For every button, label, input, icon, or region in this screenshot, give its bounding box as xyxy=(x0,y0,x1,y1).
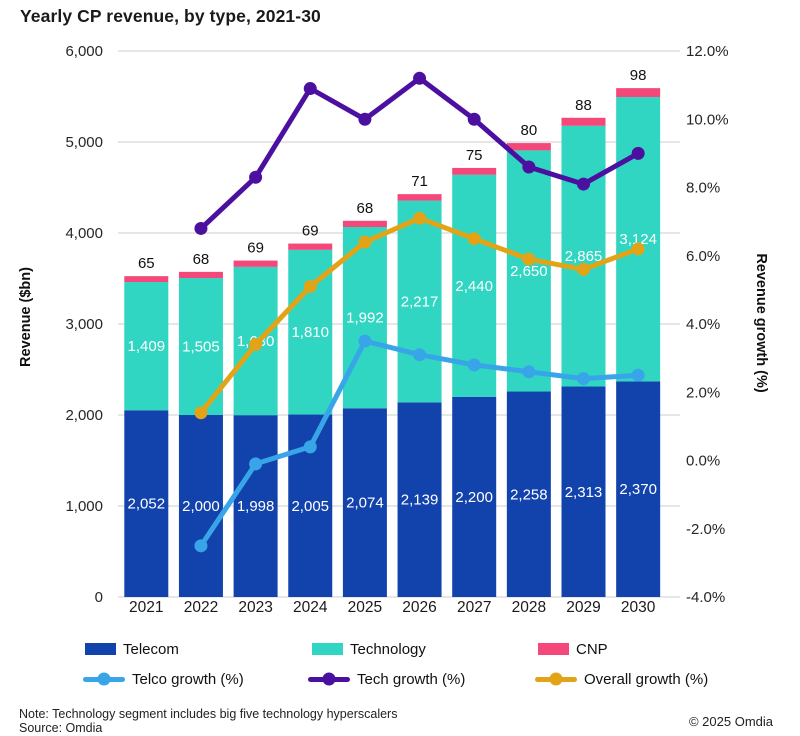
svg-text:1,998: 1,998 xyxy=(237,498,275,515)
svg-text:12.0%: 12.0% xyxy=(686,43,729,60)
svg-text:-2.0%: -2.0% xyxy=(686,521,725,538)
svg-text:68: 68 xyxy=(193,251,210,268)
telecom-swatch-icon xyxy=(85,643,116,655)
legend-item-telco-growth: Telco growth (%) xyxy=(83,670,244,688)
svg-text:98: 98 xyxy=(630,67,647,84)
svg-text:80: 80 xyxy=(521,122,538,139)
svg-text:69: 69 xyxy=(302,223,319,240)
svg-text:2,313: 2,313 xyxy=(565,484,603,501)
svg-text:75: 75 xyxy=(466,147,483,164)
legend-label-cnp: CNP xyxy=(576,640,608,658)
svg-text:-4.0%: -4.0% xyxy=(686,589,725,606)
svg-text:2026: 2026 xyxy=(402,599,436,616)
svg-text:69: 69 xyxy=(247,240,264,257)
footnote: Note: Technology segment includes big fi… xyxy=(19,707,398,721)
copyright-note: © 2025 Omdia xyxy=(688,714,773,729)
legend-item-tech-growth: Tech growth (%) xyxy=(308,670,465,688)
svg-text:Revenue ($bn): Revenue ($bn) xyxy=(18,267,34,367)
svg-text:2028: 2028 xyxy=(512,599,546,616)
svg-text:1,810: 1,810 xyxy=(291,324,329,341)
svg-text:2.0%: 2.0% xyxy=(686,384,720,401)
svg-text:1,409: 1,409 xyxy=(128,338,166,355)
telco-growth-line-icon xyxy=(83,672,125,686)
svg-text:2,000: 2,000 xyxy=(65,407,103,424)
svg-text:2,865: 2,865 xyxy=(565,248,603,265)
chart-title: Yearly CP revenue, by type, 2021-30 xyxy=(20,6,321,26)
legend-item-telecom: Telecom xyxy=(85,640,179,658)
svg-text:8.0%: 8.0% xyxy=(686,180,720,197)
svg-text:1,505: 1,505 xyxy=(182,339,220,356)
legend-label-telco-growth: Telco growth (%) xyxy=(132,670,244,688)
legend-label-overall-growth: Overall growth (%) xyxy=(584,670,709,688)
legend-item-overall-growth: Overall growth (%) xyxy=(535,670,708,688)
legend-item-technology: Technology xyxy=(312,640,426,658)
svg-text:1,992: 1,992 xyxy=(346,310,384,327)
svg-text:68: 68 xyxy=(357,200,374,217)
svg-text:6.0%: 6.0% xyxy=(686,248,720,265)
svg-text:2,005: 2,005 xyxy=(291,498,329,515)
svg-text:2023: 2023 xyxy=(238,599,272,616)
svg-text:10.0%: 10.0% xyxy=(686,111,729,128)
svg-text:2021: 2021 xyxy=(129,599,163,616)
revenue-growth-combo-chart: 0 1,000 2,000 3,000 4,000 5,000 6,000 12.0% 10.0… xyxy=(18,43,769,616)
svg-text:2,217: 2,217 xyxy=(401,293,439,310)
overall-growth-line-icon xyxy=(535,672,577,686)
source-note: Source: Omdia xyxy=(19,721,103,735)
svg-text:0: 0 xyxy=(95,589,103,606)
svg-text:2,052: 2,052 xyxy=(128,496,166,513)
svg-text:2,370: 2,370 xyxy=(619,481,657,498)
svg-text:2029: 2029 xyxy=(566,599,600,616)
svg-text:65: 65 xyxy=(138,255,155,272)
svg-text:2027: 2027 xyxy=(457,599,491,616)
technology-swatch-icon xyxy=(312,643,343,655)
svg-text:1,000: 1,000 xyxy=(65,498,103,515)
cnp-swatch-icon xyxy=(538,643,569,655)
svg-text:Revenue growth (%): Revenue growth (%) xyxy=(753,253,769,393)
svg-text:2022: 2022 xyxy=(184,599,218,616)
svg-text:71: 71 xyxy=(411,173,428,190)
legend-label-tech-growth: Tech growth (%) xyxy=(357,670,466,688)
svg-text:2,440: 2,440 xyxy=(455,278,493,295)
svg-text:4.0%: 4.0% xyxy=(686,316,720,333)
svg-text:6,000: 6,000 xyxy=(65,43,103,60)
legend-item-cnp: CNP xyxy=(538,640,608,658)
legend-label-technology: Technology xyxy=(350,640,426,658)
legend-label-telecom: Telecom xyxy=(123,640,179,658)
svg-text:0.0%: 0.0% xyxy=(686,453,720,470)
svg-text:2030: 2030 xyxy=(621,599,656,616)
svg-text:4,000: 4,000 xyxy=(65,225,103,242)
svg-text:2,139: 2,139 xyxy=(401,492,439,509)
svg-text:3,000: 3,000 xyxy=(65,316,103,333)
svg-text:5,000: 5,000 xyxy=(65,134,103,151)
svg-text:2,000: 2,000 xyxy=(182,498,220,515)
tech-growth-line-icon xyxy=(308,672,350,686)
svg-text:2,258: 2,258 xyxy=(510,486,548,503)
svg-text:2,650: 2,650 xyxy=(510,263,548,280)
svg-text:88: 88 xyxy=(575,97,592,114)
svg-text:2,074: 2,074 xyxy=(346,495,384,512)
svg-text:2025: 2025 xyxy=(348,599,382,616)
svg-text:3,124: 3,124 xyxy=(619,231,657,248)
svg-text:2,200: 2,200 xyxy=(455,489,493,506)
svg-text:2024: 2024 xyxy=(293,599,328,616)
